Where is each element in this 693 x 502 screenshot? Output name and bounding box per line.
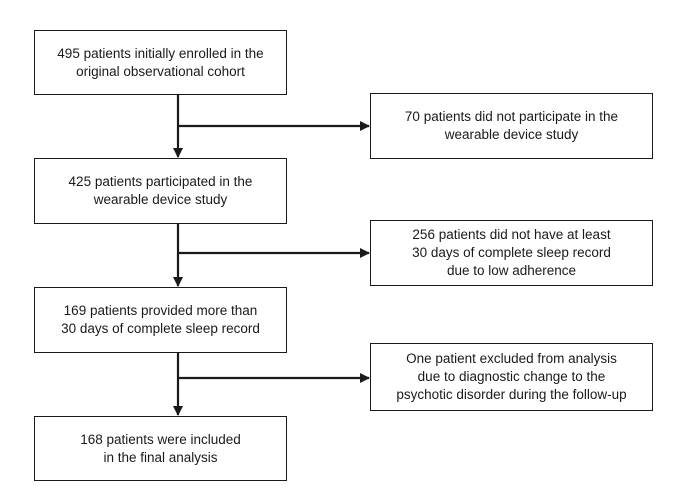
step-box-enrolled: 495 patients initially enrolled in the o…	[34, 30, 287, 95]
step-box-participated: 425 patients participated in the wearabl…	[34, 158, 287, 224]
exclusion-box-diagnostic-change: One patient excluded from analysis due t…	[370, 343, 653, 411]
exclusion-box-not-participated: 70 patients did not participate in the w…	[370, 93, 653, 159]
step-box-complete-record: 169 patients provided more than 30 days …	[34, 287, 287, 353]
step-box-final-analysis: 168 patients were included in the final …	[34, 416, 287, 481]
exclusion-box-low-adherence: 256 patients did not have at least 30 da…	[370, 220, 653, 286]
